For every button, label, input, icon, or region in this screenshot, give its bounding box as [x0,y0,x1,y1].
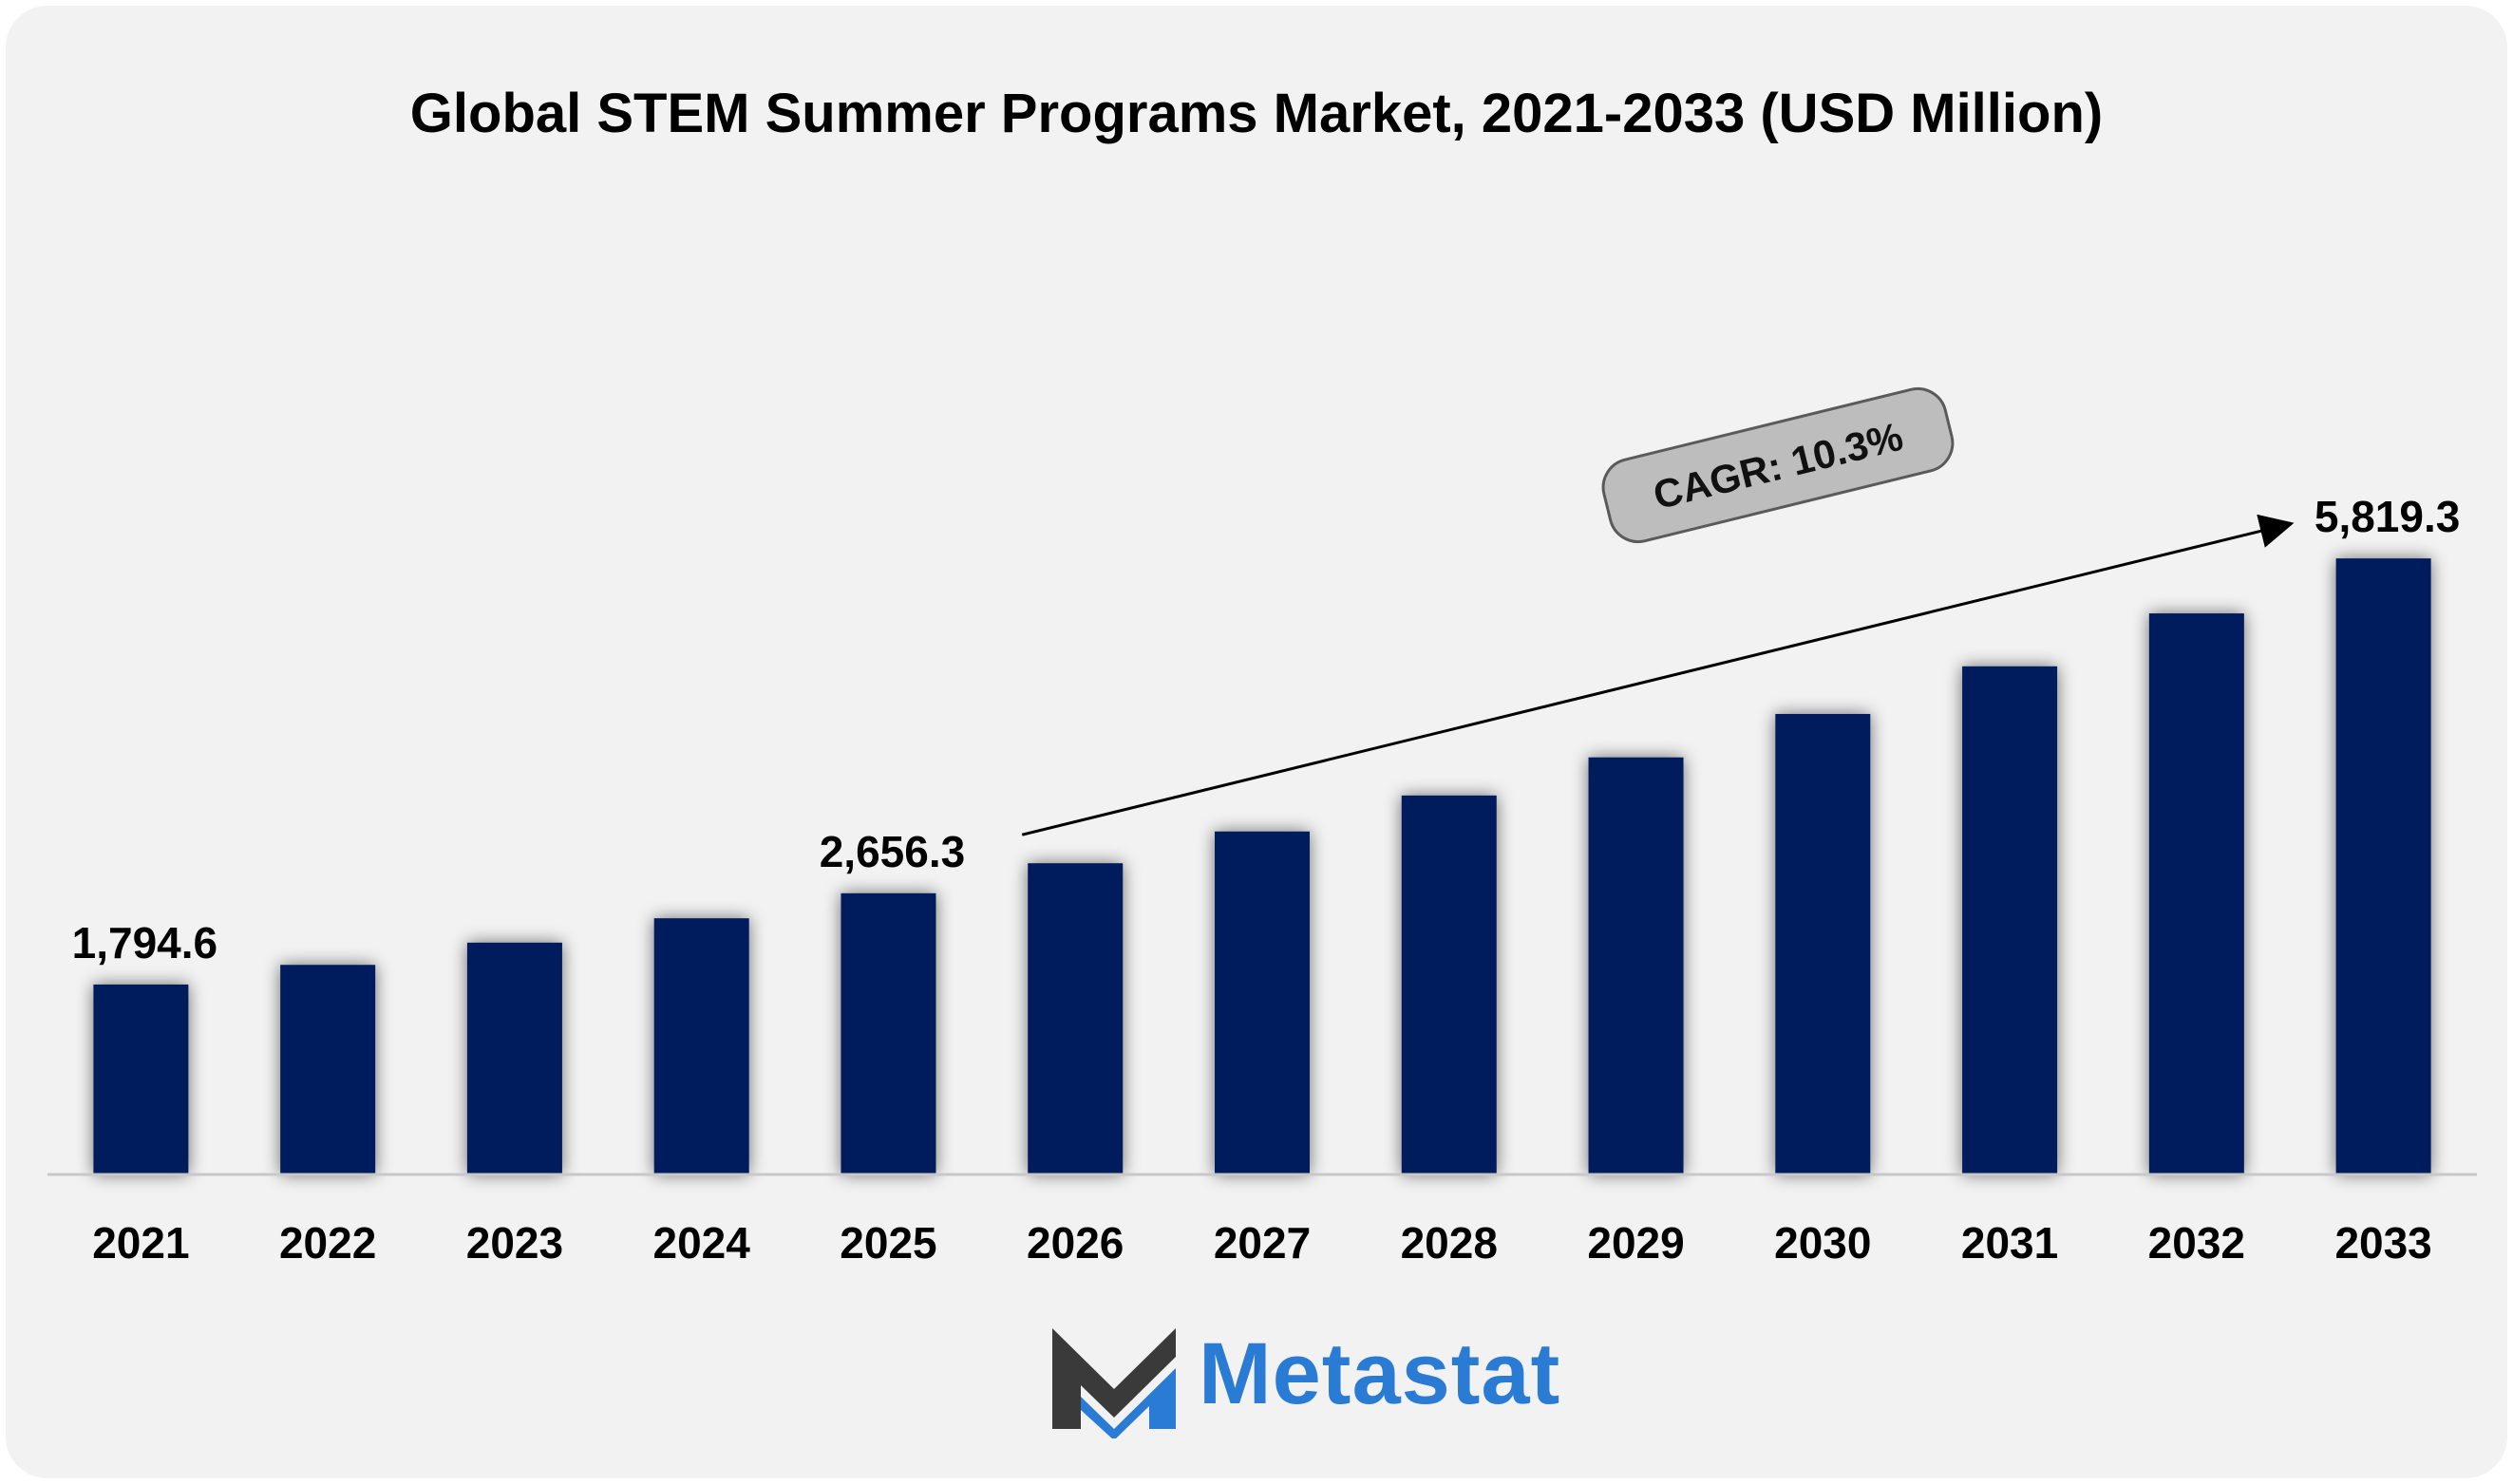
bar-2025 [841,892,936,1174]
data-label: 2,656.3 [820,827,965,876]
data-label: 1,794.6 [72,918,217,967]
bar-2032 [2148,613,2244,1174]
x-tick-label: 2031 [1961,1218,2058,1268]
bar-2023 [466,942,562,1174]
x-tick-label: 2025 [840,1218,936,1268]
data-labels: 1,794.6 2,656.3 5,819.3 [72,492,2461,967]
bar-2029 [1588,757,1684,1174]
metastat-m-logo-icon [1052,1328,1176,1438]
bar-2021 [93,984,189,1174]
chart-card [6,6,2507,1478]
x-tick-label: 2023 [466,1218,563,1268]
data-label: 5,819.3 [2315,492,2460,541]
x-tick-label: 2024 [653,1218,751,1268]
bar-2026 [1028,863,1124,1174]
chart-title: Global STEM Summer Programs Market, 2021… [409,83,2104,144]
x-tick-label: 2028 [1401,1218,1498,1268]
x-tick-label: 2032 [2148,1218,2245,1268]
bars-group [93,558,2431,1174]
x-tick-label: 2021 [92,1218,189,1268]
x-tick-label: 2027 [1214,1218,1311,1268]
x-tick-labels: 2021 2022 2023 2024 2025 2026 2027 2028 2029 2030… [92,1218,2432,1268]
cagr-badge: CAGR: 10.3% [1601,386,1955,544]
logo-text: Metastat [1199,1325,1561,1422]
bar-2031 [1962,666,2058,1174]
x-tick-label: 2033 [2334,1218,2431,1268]
bar-2033 [2335,558,2431,1174]
cagr-arrow [1021,514,2295,836]
x-tick-label: 2022 [279,1218,376,1268]
x-tick-label: 2030 [1774,1218,1871,1268]
bar-2028 [1401,795,1497,1174]
bar-2022 [280,965,376,1174]
bar-2027 [1215,831,1310,1174]
cagr-annotation: CAGR: 10.3% [1021,386,2295,836]
bar-2024 [653,918,749,1174]
x-tick-label: 2026 [1027,1218,1124,1268]
bar-2030 [1775,713,1871,1174]
cagr-badge-shape [1601,386,1955,544]
x-tick-label: 2029 [1587,1218,1684,1268]
